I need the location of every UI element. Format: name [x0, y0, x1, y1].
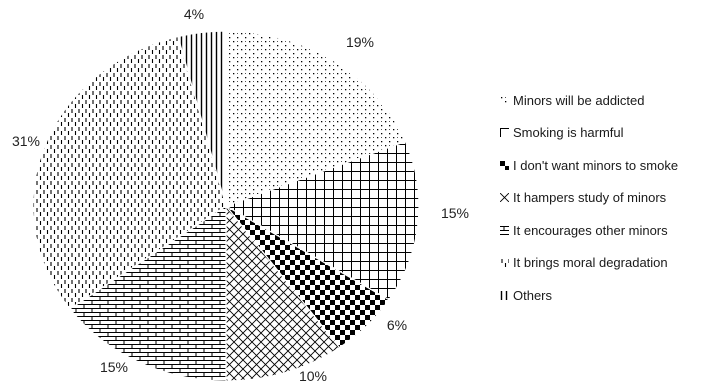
legend-swatch-1 — [500, 95, 509, 105]
legend-swatch-6 — [500, 258, 509, 268]
pie-slice-label-6: 31% — [12, 133, 40, 149]
legend-swatch-3 — [500, 160, 509, 170]
pie-slice-label-7: 4% — [184, 6, 204, 22]
pie-slice-label-3: 6% — [387, 317, 407, 333]
pie-slice-label-2: 15% — [441, 205, 469, 221]
chart-legend: Minors will be addicted Smoking is harmfu… — [500, 84, 718, 312]
legend-item-3: I don't want minors to smoke — [500, 149, 718, 182]
pie-slice-4 — [225, 204, 341, 382]
legend-label-3: I don't want minors to smoke — [513, 157, 679, 173]
legend-swatch-7 — [500, 290, 509, 300]
legend-item-1: Minors will be addicted — [500, 84, 718, 117]
legend-label-4: It hampers study of minors — [513, 190, 667, 206]
legend-label-5: It encourages other minors — [513, 222, 668, 238]
legend-label-6: It brings moral degradation — [513, 255, 668, 271]
legend-item-2: Smoking is harmful — [500, 117, 718, 150]
legend-swatch-2 — [500, 128, 509, 138]
pie-slice-1 — [225, 30, 407, 207]
pie-slice-5 — [68, 204, 227, 382]
pie-slice-label-1: 19% — [346, 34, 374, 50]
pie-slice-label-4: 10% — [299, 368, 327, 383]
legend-item-7: Others — [500, 279, 718, 312]
legend-label-2: Smoking is harmful — [513, 125, 624, 141]
pie-slice-7 — [177, 30, 227, 207]
pie-slice-6 — [32, 35, 227, 310]
pie-slice-label-5: 15% — [100, 359, 128, 375]
pie-slice-2 — [224, 140, 420, 301]
pie-chart: 19% 15% 6% 10% 15% 31% 4% — [12, 6, 469, 383]
legend-label-7: Others — [513, 287, 553, 303]
legend-item-5: It encourages other minors — [500, 214, 718, 247]
legend-item-6: It brings moral degradation — [500, 247, 718, 280]
legend-item-4: It hampers study of minors — [500, 182, 718, 215]
legend-swatch-4 — [500, 193, 509, 203]
legend-label-1: Minors will be addicted — [513, 92, 645, 108]
legend-swatch-5 — [500, 225, 509, 235]
